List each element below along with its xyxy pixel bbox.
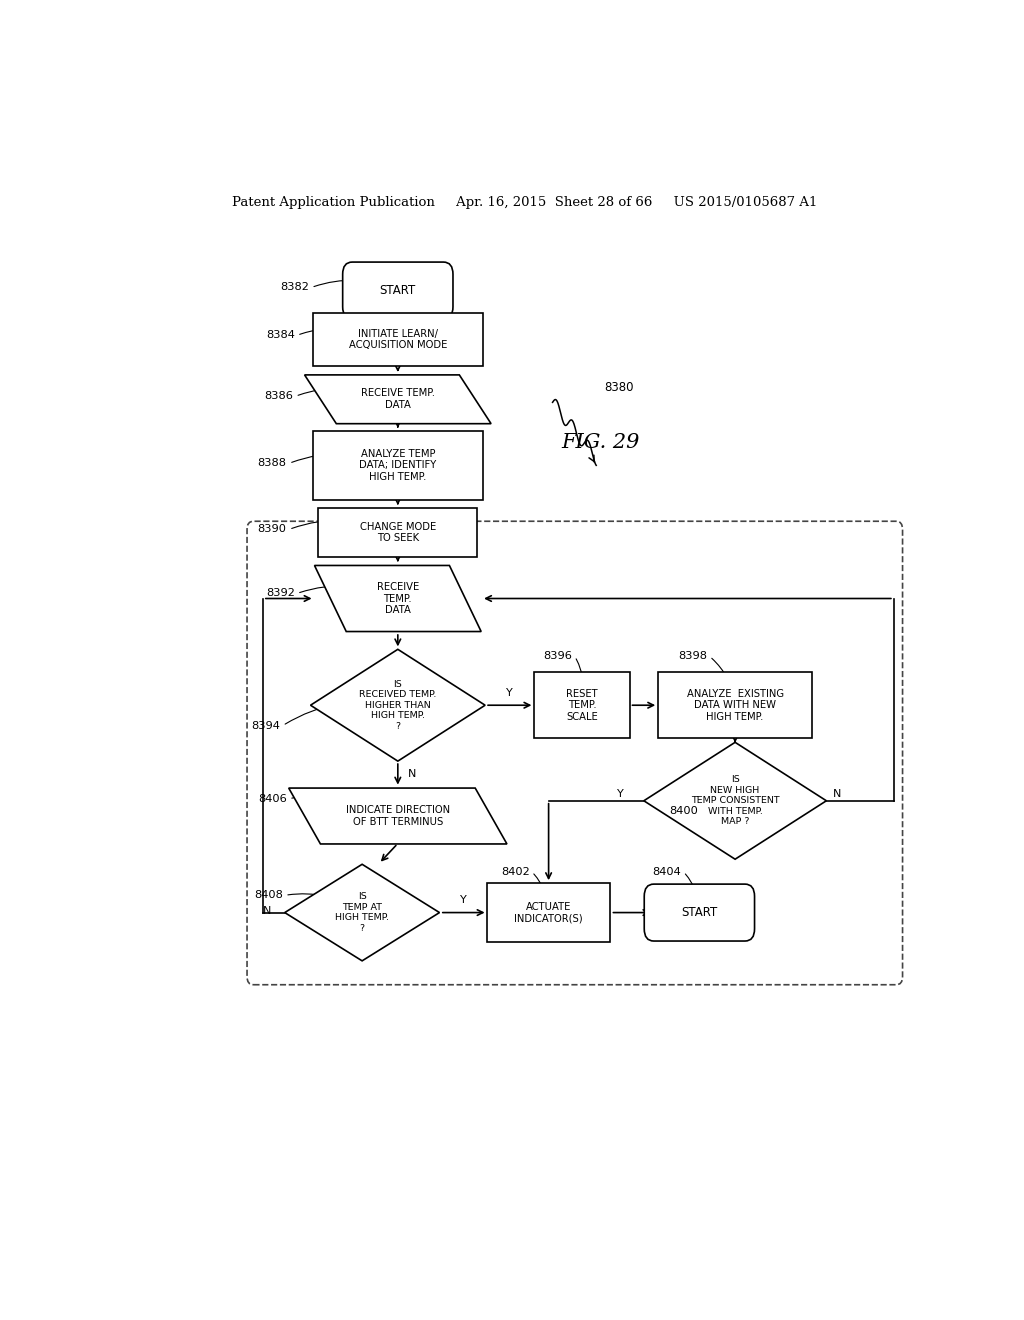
Text: START: START bbox=[380, 284, 416, 297]
Text: Y: Y bbox=[506, 688, 513, 698]
Text: ANALYZE TEMP
DATA; IDENTIFY
HIGH TEMP.: ANALYZE TEMP DATA; IDENTIFY HIGH TEMP. bbox=[359, 449, 436, 482]
Text: RECEIVE TEMP.
DATA: RECEIVE TEMP. DATA bbox=[360, 388, 435, 411]
FancyBboxPatch shape bbox=[343, 263, 453, 319]
Text: 8384: 8384 bbox=[266, 330, 295, 341]
Polygon shape bbox=[289, 788, 507, 843]
FancyBboxPatch shape bbox=[312, 313, 483, 366]
Text: 8398: 8398 bbox=[678, 652, 708, 661]
Text: START: START bbox=[681, 906, 718, 919]
Text: 8392: 8392 bbox=[266, 589, 295, 598]
Text: 8388: 8388 bbox=[258, 458, 287, 469]
Text: IS
RECEIVED TEMP.
HIGHER THAN
HIGH TEMP.
?: IS RECEIVED TEMP. HIGHER THAN HIGH TEMP.… bbox=[359, 680, 436, 730]
Text: ANALYZE  EXISTING
DATA WITH NEW
HIGH TEMP.: ANALYZE EXISTING DATA WITH NEW HIGH TEMP… bbox=[686, 689, 783, 722]
Text: INDICATE DIRECTION
OF BTT TERMINUS: INDICATE DIRECTION OF BTT TERMINUS bbox=[346, 805, 450, 826]
Text: N: N bbox=[408, 770, 417, 779]
Polygon shape bbox=[314, 565, 481, 631]
Polygon shape bbox=[285, 865, 439, 961]
Polygon shape bbox=[304, 375, 492, 424]
Text: Y: Y bbox=[616, 788, 624, 799]
Polygon shape bbox=[644, 742, 826, 859]
Text: N: N bbox=[833, 788, 841, 799]
Text: 8408: 8408 bbox=[254, 890, 283, 900]
Text: 8382: 8382 bbox=[281, 282, 309, 293]
FancyBboxPatch shape bbox=[312, 430, 483, 500]
Text: IS
TEMP AT
HIGH TEMP.
?: IS TEMP AT HIGH TEMP. ? bbox=[335, 892, 389, 933]
FancyBboxPatch shape bbox=[318, 508, 477, 557]
Text: 8400: 8400 bbox=[669, 807, 697, 816]
Text: Y: Y bbox=[461, 895, 467, 906]
Text: FIG. 29: FIG. 29 bbox=[561, 433, 639, 453]
Text: N: N bbox=[263, 906, 271, 916]
Text: ACTUATE
INDICATOR(S): ACTUATE INDICATOR(S) bbox=[514, 902, 583, 924]
Text: 8386: 8386 bbox=[264, 391, 293, 401]
Text: 8406: 8406 bbox=[258, 793, 287, 804]
Text: 8396: 8396 bbox=[544, 652, 572, 661]
FancyBboxPatch shape bbox=[535, 672, 630, 738]
FancyBboxPatch shape bbox=[644, 884, 755, 941]
Text: IS
NEW HIGH
TEMP CONSISTENT
WITH TEMP.
MAP ?: IS NEW HIGH TEMP CONSISTENT WITH TEMP. M… bbox=[691, 775, 779, 826]
Text: RECEIVE
TEMP.
DATA: RECEIVE TEMP. DATA bbox=[377, 582, 419, 615]
Text: RESET
TEMP.
SCALE: RESET TEMP. SCALE bbox=[566, 689, 598, 722]
Polygon shape bbox=[310, 649, 485, 762]
Text: CHANGE MODE
TO SEEK: CHANGE MODE TO SEEK bbox=[359, 521, 436, 544]
FancyBboxPatch shape bbox=[657, 672, 812, 738]
FancyBboxPatch shape bbox=[487, 883, 610, 942]
Text: 8402: 8402 bbox=[501, 867, 529, 876]
Text: 8390: 8390 bbox=[258, 524, 287, 535]
Text: 8380: 8380 bbox=[604, 380, 634, 393]
Text: 8404: 8404 bbox=[652, 867, 681, 876]
Text: INITIATE LEARN/
ACQUISITION MODE: INITIATE LEARN/ ACQUISITION MODE bbox=[348, 329, 447, 350]
Text: Patent Application Publication     Apr. 16, 2015  Sheet 28 of 66     US 2015/010: Patent Application Publication Apr. 16, … bbox=[232, 195, 817, 209]
Text: 8394: 8394 bbox=[252, 721, 281, 730]
